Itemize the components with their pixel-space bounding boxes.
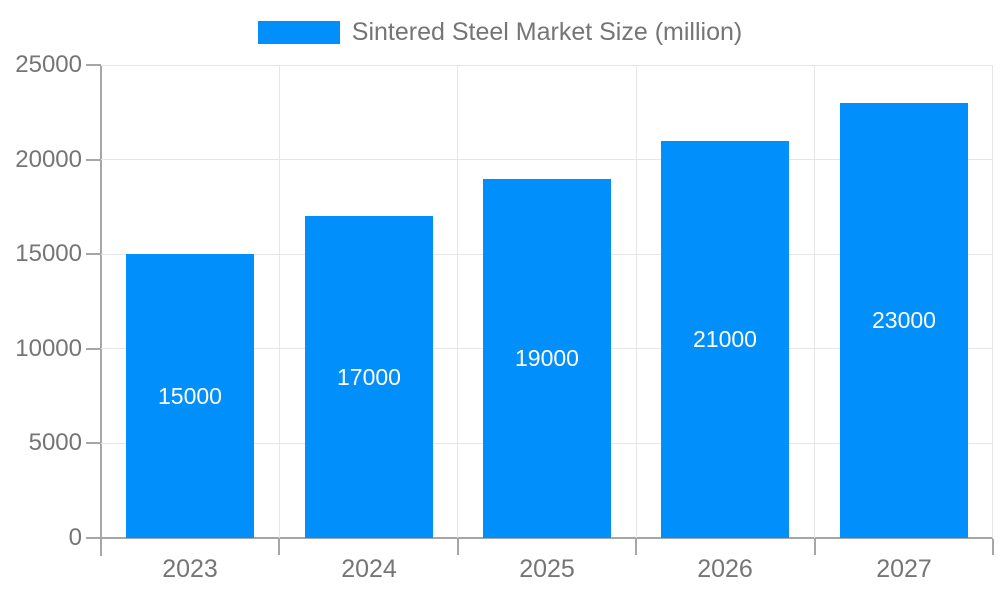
y-tick-label: 5000	[28, 429, 82, 457]
h-gridline	[101, 159, 993, 161]
y-tick-mark	[86, 158, 101, 161]
x-tick-mark	[456, 539, 459, 555]
bar-value-label: 21000	[693, 326, 757, 352]
y-tick-mark	[86, 537, 101, 539]
y-tick-mark	[86, 253, 101, 256]
x-tick-mark	[992, 539, 994, 555]
y-tick-label: 20000	[15, 145, 82, 173]
v-gridline	[457, 65, 459, 538]
x-tick-mark	[635, 539, 638, 555]
y-tick-mark	[86, 442, 101, 445]
y-tick-mark	[86, 347, 101, 350]
v-gridline	[814, 65, 816, 538]
x-tick-label: 2023	[162, 555, 218, 583]
legend-item[interactable]: Sintered Steel Market Size (million)	[0, 16, 1000, 48]
plot-area: 15000 17000 19000 21000 23000	[101, 64, 993, 538]
y-tick-label: 10000	[15, 334, 82, 362]
h-gridline	[101, 64, 993, 66]
y-tick-mark	[86, 64, 101, 66]
bar-value-label: 17000	[337, 363, 401, 390]
x-tick-label: 2024	[341, 555, 397, 583]
x-tick-label: 2026	[697, 555, 753, 583]
bar[interactable]: 21000	[661, 141, 789, 538]
x-tick-mark	[813, 539, 816, 555]
bar[interactable]: 15000	[126, 254, 254, 538]
x-tick-label: 2027	[876, 555, 932, 583]
bar-value-label: 15000	[158, 382, 222, 409]
y-axis-line	[100, 65, 102, 556]
x-axis-line	[101, 537, 993, 539]
legend-swatch-icon	[257, 20, 340, 44]
legend-label: Sintered Steel Market Size (million)	[351, 17, 743, 46]
bar-value-label: 23000	[872, 307, 936, 333]
bar-value-label: 19000	[515, 345, 579, 371]
x-tick-label: 2025	[519, 555, 575, 583]
bar[interactable]: 17000	[305, 216, 433, 538]
v-gridline	[991, 65, 993, 538]
y-tick-label: 15000	[15, 240, 82, 268]
bar[interactable]: 23000	[840, 103, 968, 538]
v-gridline	[278, 65, 280, 538]
bar[interactable]: 19000	[483, 179, 611, 538]
y-tick-label: 0	[68, 524, 82, 551]
v-gridline	[635, 65, 637, 538]
y-tick-label: 25000	[15, 51, 82, 78]
x-tick-mark	[278, 539, 281, 555]
